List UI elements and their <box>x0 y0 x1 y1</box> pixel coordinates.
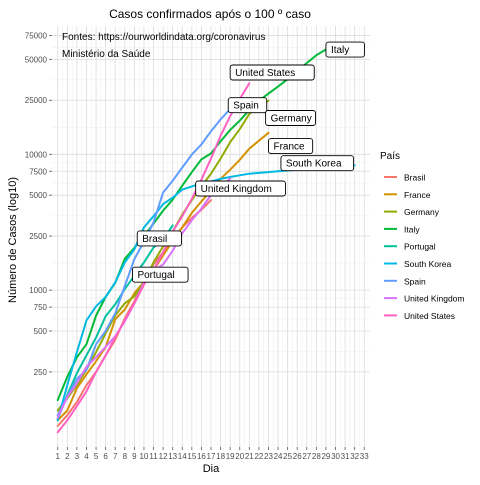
x-tick-label: 1 <box>56 452 61 461</box>
x-axis-ticks: 1 2 3 4 5 6 7 8 9 10 11 12 13 14 15 16 17 18 19 20 21 22 23 24 2… <box>56 447 369 461</box>
legend-label-portugal: Portugal <box>404 242 436 252</box>
callout-spain: Spain <box>227 97 268 114</box>
x-tick-label: 26 <box>293 452 302 461</box>
y-tick-label: 2500 <box>29 232 47 241</box>
y-tick-label: 250 <box>34 368 48 377</box>
callout-label: Spain <box>233 101 259 112</box>
x-axis-label: Dia <box>203 463 220 475</box>
x-tick-label: 28 <box>312 452 321 461</box>
callout-box <box>265 110 316 126</box>
y-tick-label: 5000 <box>29 191 47 200</box>
x-tick-label: 24 <box>274 452 283 461</box>
x-tick-label: 27 <box>302 452 311 461</box>
x-tick-label: 3 <box>75 452 80 461</box>
x-tick-label: 7 <box>113 452 118 461</box>
x-tick-label: 17 <box>207 452 216 461</box>
annotation-line-1: Fontes: https://ourworldindata.org/coron… <box>62 32 265 43</box>
y-tick-label: 7500 <box>29 167 47 176</box>
callout-label: Brasil <box>142 234 167 245</box>
callout-germany: Germany <box>265 110 316 126</box>
callout-united-kingdom: United Kingdom <box>195 180 286 197</box>
x-tick-label: 16 <box>197 452 206 461</box>
x-tick-label: 6 <box>103 452 108 461</box>
x-tick-label: 4 <box>84 452 89 461</box>
callout-label: Portugal <box>137 270 174 281</box>
legend-label-united-kingdom: United Kingdom <box>404 294 464 304</box>
callout-portugal: Portugal <box>132 266 189 283</box>
x-tick-label: 31 <box>341 452 350 461</box>
callout-box <box>280 155 355 172</box>
callout-united-states: United States <box>229 64 315 81</box>
y-tick-label: 50000 <box>25 55 48 64</box>
callout-box <box>229 64 315 81</box>
legend-label-germany: Germany <box>404 207 440 217</box>
x-tick-label: 33 <box>360 452 369 461</box>
annotation-line-2: Ministério da Saúde <box>62 49 151 60</box>
legend-label-france: France <box>404 190 431 200</box>
legend-label-south-korea: South Korea <box>404 259 452 269</box>
x-tick-label: 10 <box>139 452 148 461</box>
callout-label: United States <box>235 68 295 79</box>
series-line-portugal <box>56 224 174 421</box>
callout-label: Italy <box>331 45 349 56</box>
callout-box <box>227 97 268 114</box>
x-tick-label: 18 <box>216 452 225 461</box>
y-tick-label: 500 <box>34 327 48 336</box>
y-tick-label: 25000 <box>25 96 48 105</box>
x-tick-label: 23 <box>264 452 273 461</box>
source-annotation: Fontes: https://ourworldindata.org/coron… <box>62 32 265 60</box>
legend: País Brasil France Germany Italy Portugal Sou… <box>380 151 464 321</box>
callout-italy: Italy <box>325 41 365 58</box>
callout-label: France <box>273 142 305 153</box>
callout-label: United Kingdom <box>201 184 272 195</box>
y-axis-label: Número de Casos (log10) <box>7 177 19 303</box>
x-tick-label: 9 <box>132 452 137 461</box>
callout-label: Germany <box>271 114 312 125</box>
callout-south-korea: South Korea <box>280 155 355 172</box>
callout-box <box>132 266 189 283</box>
y-tick-label: 750 <box>34 303 48 312</box>
x-tick-label: 15 <box>187 452 196 461</box>
x-tick-label: 13 <box>168 452 177 461</box>
callout-box <box>268 138 314 154</box>
x-tick-label: 32 <box>350 452 359 461</box>
chart-title: Casos confirmados após o 100 º caso <box>109 7 311 21</box>
x-tick-label: 30 <box>331 452 340 461</box>
legend-title: País <box>380 151 400 162</box>
y-tick-label: 10000 <box>25 150 48 159</box>
series-line-france <box>56 131 270 422</box>
callout-box <box>195 180 286 197</box>
x-tick-label: 14 <box>178 452 187 461</box>
grid-lines <box>52 26 370 447</box>
x-tick-label: 8 <box>123 452 128 461</box>
legend-label-united-states: United States <box>404 311 455 321</box>
x-tick-label: 20 <box>235 452 244 461</box>
series-callouts: Italy United States Spain Germany France Sout… <box>132 41 365 283</box>
x-tick-label: 11 <box>149 452 158 461</box>
callout-brasil: Brasil <box>136 230 182 247</box>
y-axis-ticks: 250 500 750 1000 2500 5000 7500 10000 25000 50000… <box>25 31 52 377</box>
y-tick-label: 75000 <box>25 31 48 40</box>
x-tick-label: 5 <box>94 452 99 461</box>
x-tick-label: 29 <box>321 452 330 461</box>
x-tick-label: 22 <box>254 452 263 461</box>
y-tick-label: 1000 <box>29 286 47 295</box>
callout-label: South Korea <box>286 159 342 170</box>
x-tick-label: 19 <box>226 452 235 461</box>
x-tick-label: 2 <box>65 452 70 461</box>
callout-box <box>325 41 365 58</box>
x-tick-label: 21 <box>245 452 254 461</box>
callout-box <box>136 230 182 247</box>
x-tick-label: 12 <box>159 452 168 461</box>
legend-label-italy: Italy <box>404 224 420 234</box>
callout-france: France <box>268 138 314 154</box>
legend-label-brasil: Brasil <box>404 173 425 183</box>
x-tick-label: 25 <box>283 452 292 461</box>
series-line-italy <box>56 48 327 402</box>
legend-label-spain: Spain <box>404 276 426 286</box>
